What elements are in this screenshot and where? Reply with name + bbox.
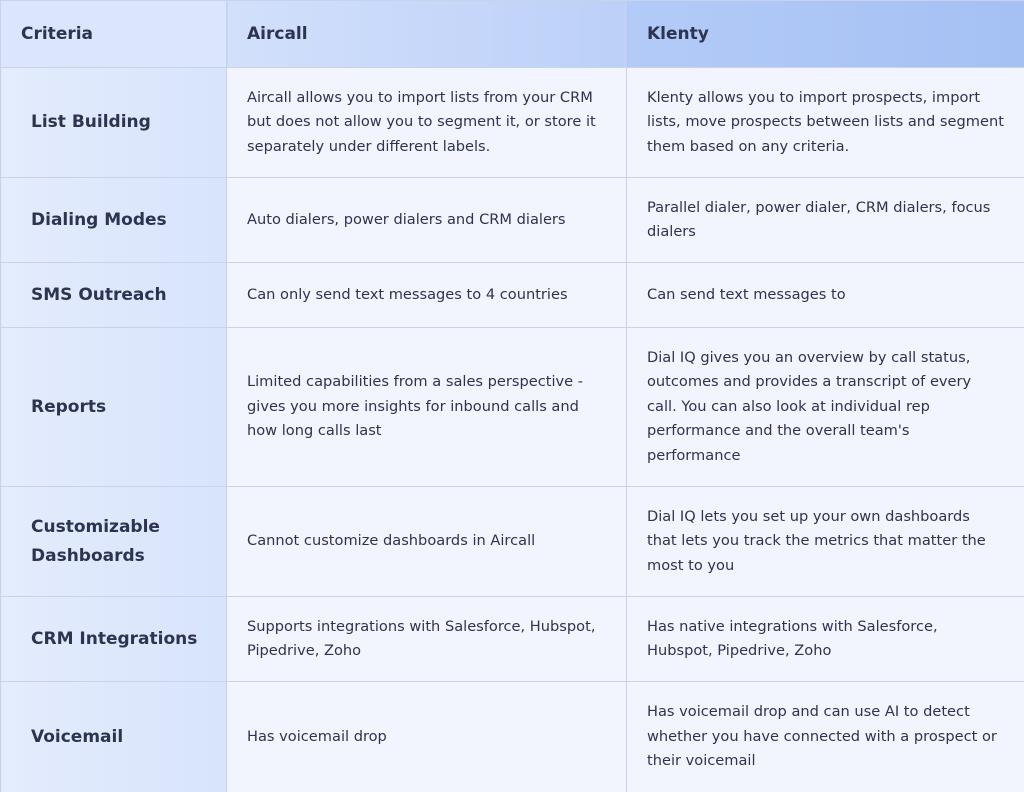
table-body: List Building Aircall allows you to impor…: [0, 67, 1024, 792]
table-cell: Klenty allows you to import prospects, i…: [626, 67, 1024, 178]
header-cell: Criteria: [0, 0, 227, 68]
table-cell: Has voicemail drop: [226, 681, 627, 792]
table-cell: Limited capabilities from a sales perspe…: [226, 327, 627, 487]
table-cell: Supports integrations with Salesforce, H…: [226, 596, 627, 682]
table-row: Customizable Dashboards Cannot customize …: [0, 486, 1024, 597]
table-row: SMS Outreach Can only send text messages …: [0, 262, 1024, 328]
criteria-cell: Dialing Modes: [0, 177, 227, 263]
criteria-cell: Voicemail: [0, 681, 227, 792]
table-row: Voicemail Has voicemail drop Has voicemail…: [0, 681, 1024, 792]
table-cell: Aircall allows you to import lists from …: [226, 67, 627, 178]
table-cell: Cannot customize dashboards in Aircall: [226, 486, 627, 597]
header-row: Criteria Aircall Klenty: [0, 0, 1024, 68]
criteria-cell: CRM Integrations: [0, 596, 227, 682]
criteria-cell: Reports: [0, 327, 227, 487]
table-cell: Can send text messages to: [626, 262, 1024, 328]
header-cell: Klenty: [626, 0, 1024, 68]
table-cell: Dial IQ lets you set up your own dashboa…: [626, 486, 1024, 597]
table-row: Reports Limited capabilities from a sales…: [0, 327, 1024, 487]
header-cell: Aircall: [226, 0, 627, 68]
criteria-cell: SMS Outreach: [0, 262, 227, 328]
table-row: CRM Integrations Supports integrations wi…: [0, 596, 1024, 682]
table-row: List Building Aircall allows you to impor…: [0, 67, 1024, 178]
criteria-cell: List Building: [0, 67, 227, 178]
table-cell: Can only send text messages to 4 countri…: [226, 262, 627, 328]
table-cell: Has voicemail drop and can use AI to det…: [626, 681, 1024, 792]
table-cell: Parallel dialer, power dialer, CRM diale…: [626, 177, 1024, 263]
table-cell: Dial IQ gives you an overview by call st…: [626, 327, 1024, 487]
table-cell: Has native integrations with Salesforce,…: [626, 596, 1024, 682]
table-cell: Auto dialers, power dialers and CRM dial…: [226, 177, 627, 263]
criteria-cell: Customizable Dashboards: [0, 486, 227, 597]
table-row: Dialing Modes Auto dialers, power dialers…: [0, 177, 1024, 263]
